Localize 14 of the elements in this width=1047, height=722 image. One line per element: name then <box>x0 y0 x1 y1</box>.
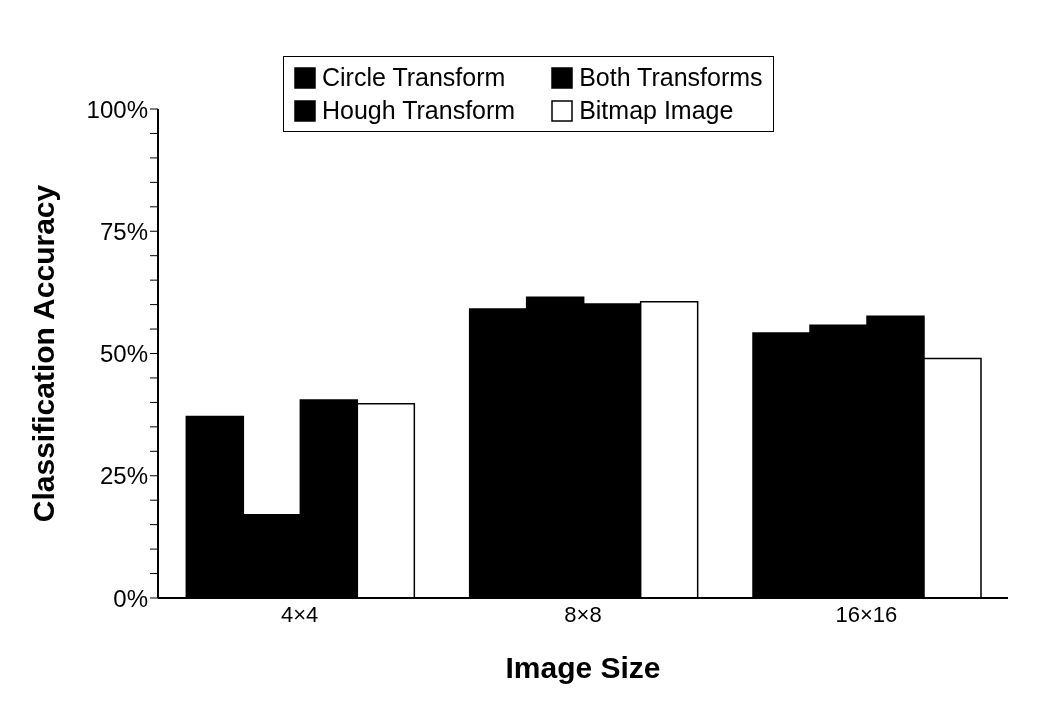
legend-label: Hough Transform <box>322 96 516 125</box>
y-tick-label: 25% <box>99 462 148 490</box>
legend-label: Circle Transform <box>322 63 506 92</box>
y-tick-label: 75% <box>99 217 148 245</box>
legend-label: Bitmap Image <box>579 96 734 125</box>
y-axis-title: Classification Accuracy <box>26 184 60 523</box>
y-tick-label: 0% <box>113 584 148 612</box>
legend-label: Both Transforms <box>579 63 763 92</box>
y-tick-label: 100% <box>86 95 148 123</box>
x-tick-label: 4×4 <box>281 601 319 627</box>
y-tick-label: 50% <box>99 340 148 368</box>
x-tick-label: 16×16 <box>835 601 898 627</box>
x-axis-title: Image Size <box>505 651 661 684</box>
x-tick-label: 8×8 <box>564 601 602 627</box>
